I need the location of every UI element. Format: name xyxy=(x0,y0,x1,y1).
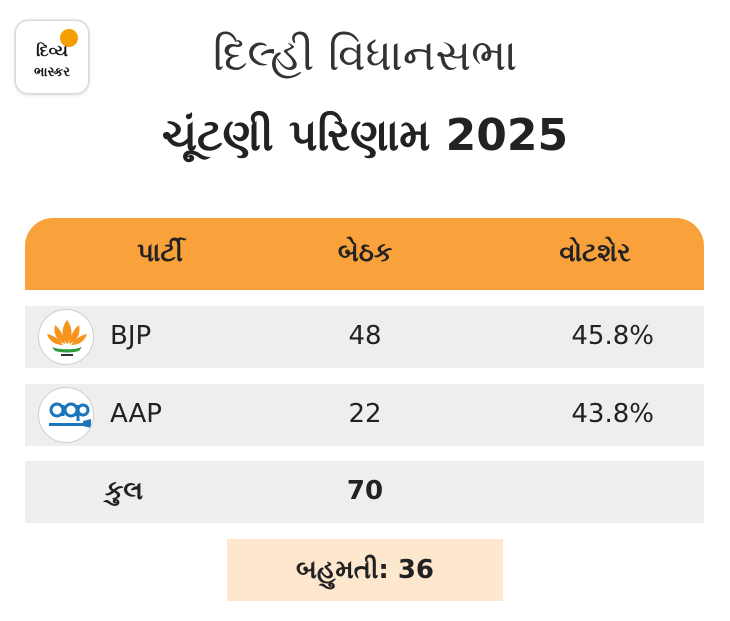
column-header-party: પાર્ટી xyxy=(137,238,183,268)
party-name: BJP xyxy=(110,321,152,351)
sun-icon xyxy=(60,29,78,47)
column-header-vote-share: વોટશેર xyxy=(559,238,631,268)
party-seats: 22 xyxy=(348,399,382,429)
majority-text: બહુમતી: 36 xyxy=(295,555,435,585)
total-seats: 70 xyxy=(346,476,384,506)
table-row: AAP 22 43.8% xyxy=(25,384,704,446)
party-name: AAP xyxy=(110,399,162,429)
aap-broom-icon xyxy=(38,387,94,443)
page-title: દિલ્હી વિધાનસભા xyxy=(212,30,518,81)
party-seats: 48 xyxy=(348,321,382,351)
party-vote-share: 45.8% xyxy=(571,321,654,351)
logo-text-line1: દિવ્ય xyxy=(36,41,68,60)
table-total-row: કુલ 70 xyxy=(25,461,704,523)
column-header-seats: બેઠક xyxy=(337,238,393,268)
table-header: પાર્ટી બેઠક વોટશેર xyxy=(25,218,704,290)
divya-bhaskar-logo: દિવ્ય ભાસ્કર xyxy=(16,21,88,93)
party-vote-share: 43.8% xyxy=(571,399,654,429)
total-label: કુલ xyxy=(105,476,144,506)
page-subtitle: ચૂંટણી પરિણામ 2025 xyxy=(161,110,569,161)
bjp-lotus-icon xyxy=(38,309,94,365)
table-row: BJP 48 45.8% xyxy=(25,306,704,368)
logo-text-line2: ભાસ્કર xyxy=(34,65,70,80)
majority-box: બહુમતી: 36 xyxy=(227,539,503,601)
